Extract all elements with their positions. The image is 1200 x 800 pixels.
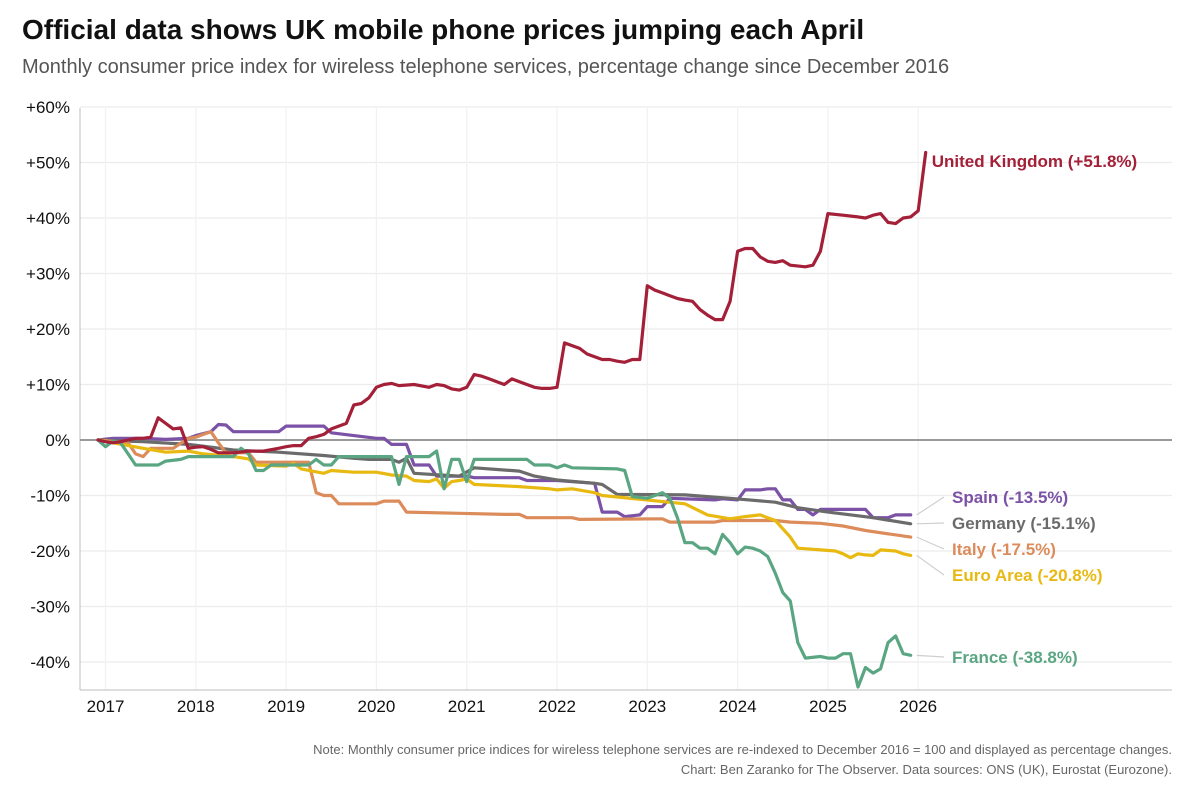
gridlines [80, 106, 1172, 690]
label-leader-germany [916, 522, 945, 525]
label-leader-euro-area [916, 554, 945, 576]
x-tick-label: 2018 [177, 697, 215, 716]
y-tick-label: -30% [30, 598, 70, 617]
label-leader-italy [916, 536, 945, 550]
series-line-united-kingdom [96, 150, 928, 455]
label-leader-france [916, 654, 945, 658]
y-tick-label: +40% [26, 209, 70, 228]
y-tick-label: +60% [26, 98, 70, 117]
series-label-euro-area: Euro Area (-20.8%) [952, 566, 1103, 585]
y-tick-label: 0% [45, 431, 70, 450]
y-tick-label: +10% [26, 376, 70, 395]
series-line-germany [96, 438, 913, 526]
axes: +60% +50% +40% +30% +20% +10% 0% -10% -20% -30% -4… [26, 98, 1172, 716]
series-lines [96, 150, 928, 689]
x-tick-label: 2024 [719, 697, 757, 716]
footnote-credit: Chart: Ben Zaranko for The Observer. Dat… [680, 762, 1172, 777]
y-tick-label: +30% [26, 265, 70, 284]
label-leader-spain [916, 496, 945, 516]
x-tick-label: 2023 [628, 697, 666, 716]
y-tick-label: +50% [26, 154, 70, 173]
x-tick-label: 2020 [358, 697, 396, 716]
y-tick-label: +20% [26, 320, 70, 339]
x-tick-label: 2017 [87, 697, 125, 716]
x-tick-label: 2026 [899, 697, 937, 716]
chart-subtitle: Monthly consumer price index for wireles… [22, 56, 950, 78]
x-tick-label: 2021 [448, 697, 486, 716]
y-tick-label: -40% [30, 653, 70, 672]
series-line-italy [96, 430, 913, 539]
x-tick-label: 2019 [267, 697, 305, 716]
footnote-note: Note: Monthly consumer price indices for… [313, 742, 1172, 757]
series-label-france: France (-38.8%) [952, 648, 1078, 667]
series-label-germany: Germany (-15.1%) [952, 514, 1096, 533]
y-tick-label: -20% [30, 542, 70, 561]
series-line-france [96, 438, 913, 689]
y-tick-label: -10% [30, 487, 70, 506]
x-tick-label: 2025 [809, 697, 847, 716]
chart-footnote: Note: Monthly consumer price indices for… [313, 740, 1172, 780]
series-labels: Spain (-13.5%) Germany (-15.1%) Italy (-17… [916, 152, 1137, 667]
x-tick-label: 2022 [538, 697, 576, 716]
chart-title: Official data shows UK mobile phone pric… [22, 14, 865, 45]
series-label-italy: Italy (-17.5%) [952, 540, 1056, 559]
series-label-united-kingdom: United Kingdom (+51.8%) [932, 152, 1137, 171]
series-label-spain: Spain (-13.5%) [952, 488, 1068, 507]
